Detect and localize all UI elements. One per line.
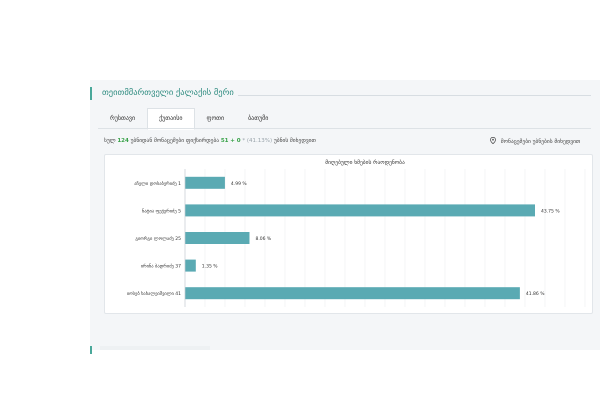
chart-title: მიღებული ხმების რაოდენობა bbox=[325, 159, 405, 166]
stats-middle: უბნიდან მონაცემები ფიქსირდება bbox=[130, 138, 220, 144]
section-title: თეითმმართველი ქალაქის მერი bbox=[102, 88, 234, 98]
bar-chart: მიღებული ხმების რაოდენობა აჩელი დოსაბერიძ… bbox=[127, 159, 586, 307]
value-label: 8.06 % bbox=[255, 236, 271, 242]
precinct-data-link[interactable]: მონაცემები უბნების მიხედვით bbox=[490, 137, 580, 145]
bar bbox=[185, 232, 250, 244]
value-label: 43.75 % bbox=[541, 208, 560, 214]
bar bbox=[185, 204, 535, 217]
value-label: 41.86 % bbox=[526, 291, 545, 297]
bar bbox=[185, 259, 196, 272]
category-label: აჩელი დოსაბერიძე 1 bbox=[134, 180, 181, 187]
next-section-accent bbox=[90, 346, 92, 354]
category-label: იოსებ ხახალეიშვილი 41 bbox=[127, 290, 181, 297]
stats-counted: 51 bbox=[220, 138, 229, 144]
results-chart: მიღებული ხმების რაოდენობა აჩელი დოსაბერიძ… bbox=[104, 154, 593, 314]
map-pin-icon bbox=[490, 137, 496, 144]
value-label: 4.99 % bbox=[231, 181, 247, 187]
stats-suffix: უბნის მიხედვით bbox=[273, 138, 316, 144]
tabs-divider bbox=[98, 128, 591, 129]
next-section-title-placeholder bbox=[100, 346, 210, 350]
stats-percent: * (41.13%) bbox=[242, 138, 273, 144]
tab-rustavi[interactable]: რუსთავი bbox=[110, 115, 136, 122]
city-tabs: რუსთავი ქუთაისი ფოთი ბათუმი bbox=[98, 108, 280, 130]
bar bbox=[185, 287, 520, 300]
stats-plus: + 0 bbox=[230, 138, 241, 144]
category-label: ირინა ბადრიძე 37 bbox=[141, 263, 181, 270]
value-label: 1.35 % bbox=[202, 264, 218, 270]
tab-kutaisi[interactable]: ქუთაისი bbox=[147, 108, 195, 130]
category-label: გიორგი ლოლაძე 25 bbox=[135, 235, 181, 242]
tab-batumi[interactable]: ბათუმი bbox=[248, 115, 269, 122]
stats-prefix: სულ bbox=[104, 138, 116, 144]
bar bbox=[185, 176, 225, 189]
precinct-data-label: მონაცემები უბნების მიხედვით bbox=[500, 139, 581, 145]
precinct-stats: სულ 124 უბნიდან მონაცემები ფიქსირდება 51… bbox=[104, 138, 316, 144]
section-divider bbox=[238, 95, 591, 96]
tab-poti[interactable]: ფოთი bbox=[206, 115, 225, 122]
section-accent bbox=[90, 87, 92, 100]
category-label: ნატია ფეჟერიძე 5 bbox=[142, 207, 181, 214]
stats-total: 124 bbox=[117, 138, 129, 144]
